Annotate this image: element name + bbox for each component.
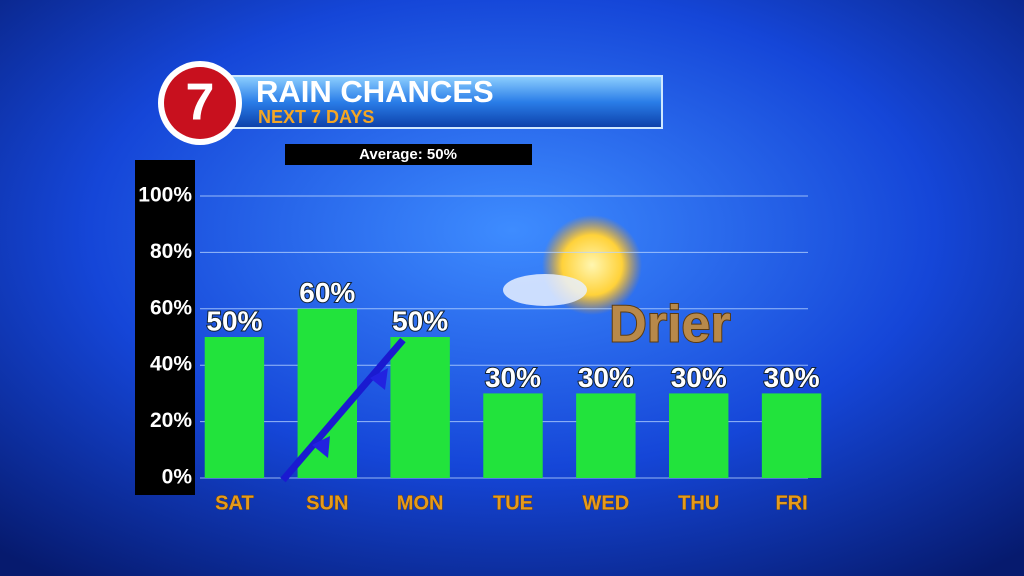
chart-title: RAIN CHANCES bbox=[256, 74, 494, 109]
x-tick-label: FRI bbox=[775, 492, 807, 514]
title-box bbox=[229, 75, 663, 129]
x-tick-label: WED bbox=[583, 492, 630, 514]
value-label: 60% bbox=[299, 277, 355, 308]
value-label: 30% bbox=[578, 362, 634, 393]
x-tick-label: SUN bbox=[306, 492, 348, 514]
chart-subtitle: NEXT 7 DAYS bbox=[258, 107, 374, 127]
x-tick-label: SAT bbox=[215, 492, 254, 514]
y-tick-label: 80% bbox=[150, 240, 192, 263]
bar bbox=[669, 393, 729, 478]
y-tick-label: 20% bbox=[150, 409, 192, 432]
y-tick-label: 60% bbox=[150, 296, 192, 319]
bar bbox=[576, 393, 636, 478]
logo-text: 7 bbox=[186, 74, 215, 132]
bar bbox=[483, 393, 543, 478]
value-label: 50% bbox=[392, 305, 448, 336]
y-tick-label: 0% bbox=[162, 466, 193, 489]
x-tick-label: MON bbox=[397, 492, 444, 514]
front-triangle bbox=[370, 368, 388, 390]
y-tick-label: 40% bbox=[150, 353, 192, 376]
bar bbox=[204, 337, 265, 478]
front-line bbox=[280, 337, 406, 483]
average-label: Average: 50% bbox=[359, 146, 457, 163]
average-box bbox=[285, 144, 532, 165]
value-label: 50% bbox=[206, 305, 262, 336]
value-label: 30% bbox=[485, 362, 541, 393]
bar bbox=[390, 337, 450, 478]
logo bbox=[164, 67, 236, 139]
y-axis-strip bbox=[135, 160, 195, 495]
x-tick-label: TUE bbox=[493, 492, 533, 514]
drier-label: Drier bbox=[609, 296, 730, 354]
x-tick-label: THU bbox=[678, 492, 719, 514]
value-label: 30% bbox=[764, 362, 820, 393]
bar bbox=[761, 393, 822, 478]
cloud bbox=[503, 274, 587, 306]
value-label: 30% bbox=[671, 362, 727, 393]
front-triangle bbox=[312, 436, 330, 458]
y-tick-label: 100% bbox=[138, 184, 192, 207]
cold-front bbox=[280, 337, 406, 483]
